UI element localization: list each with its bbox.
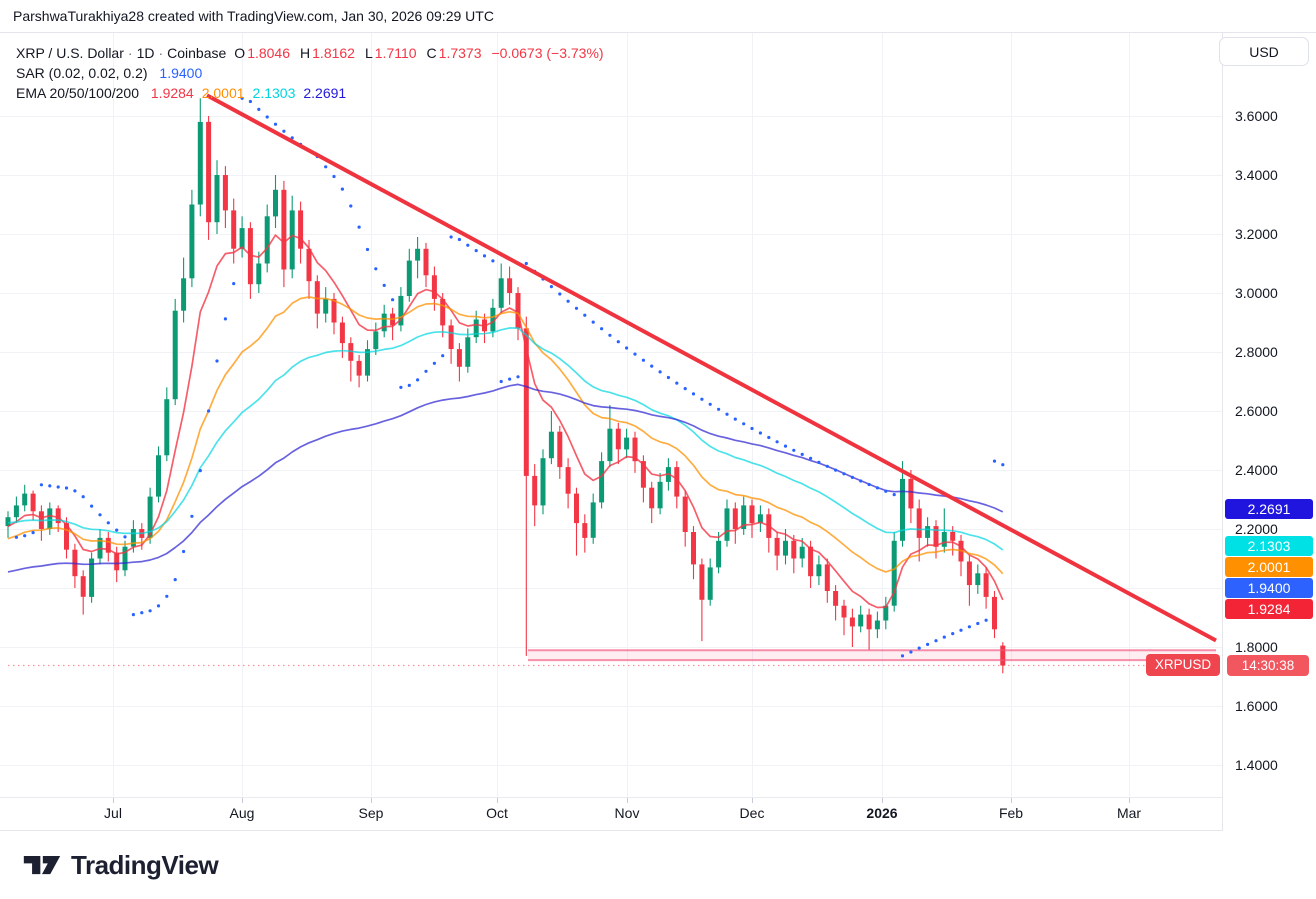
ohlc-value-O: 1.8046 — [247, 45, 291, 61]
time-tick-mark — [371, 798, 372, 803]
time-tick-label-2026: 2026 — [866, 805, 898, 821]
ema-indicator-name: EMA 20/50/100/200 — [16, 85, 139, 101]
time-tick-label-Oct: Oct — [486, 805, 508, 821]
time-tick-mark — [497, 798, 498, 803]
sar-price-label: 1.9400 — [1225, 578, 1313, 598]
legend-separator-2: · — [158, 45, 164, 61]
ema-200-price-label: 2.2691 — [1225, 499, 1313, 519]
time-tick-mark — [1129, 798, 1130, 803]
price-tick: 3.6000 — [1235, 108, 1278, 124]
ohlc-letter-C: C — [426, 45, 437, 61]
time-axis[interactable]: Jul Aug Sep Oct Nov Dec 2026 Feb Mar — [0, 797, 1222, 831]
price-chart-canvas[interactable]: XRP / U.S. Dollar · 1D · Coinbase O 1.8046 H 1.8… — [0, 33, 1222, 797]
ema-value: 2.1303 — [252, 85, 296, 101]
ema-20-line[interactable] — [7, 234, 1004, 609]
ohlc-value-C: 1.7373 — [438, 45, 482, 61]
grid-lines — [0, 33, 1222, 797]
time-tick-label-Aug: Aug — [229, 805, 255, 821]
ema-50-price-label: 2.0001 — [1225, 557, 1313, 577]
change-value: −0.0673 (−3.73%) — [491, 45, 604, 61]
time-tick-label-Nov: Nov — [614, 805, 640, 821]
sar-value: 1.9400 — [159, 65, 203, 81]
price-tick: 2.4000 — [1235, 462, 1278, 478]
ohlc-value-L: 1.7110 — [374, 45, 417, 61]
tradingview-logo[interactable]: TradingView — [23, 849, 219, 881]
price-tick: 1.4000 — [1235, 757, 1278, 773]
ohlc-values: O 1.8046 H 1.8162 L 1.7110 C 1.7373 — [226, 45, 483, 61]
price-tick: 1.8000 — [1235, 639, 1278, 655]
time-tick-label-Dec: Dec — [739, 805, 765, 821]
footer-bar: TradingView — [0, 831, 1316, 899]
symbol-title: XRP / U.S. Dollar — [16, 45, 124, 61]
price-tick: 3.4000 — [1235, 167, 1278, 183]
attribution-text: ParshwaTurakhiya28 created with TradingV… — [13, 8, 494, 24]
time-tick-label-Sep: Sep — [358, 805, 384, 821]
ema-100-line[interactable] — [7, 327, 1004, 551]
time-tick-mark — [627, 798, 628, 803]
ema-legend-row[interactable]: EMA 20/50/100/200 1.9284 2.0001 2.1303 2.26… — [16, 83, 604, 103]
price-tick: 3.2000 — [1235, 226, 1278, 242]
ema-50-line[interactable] — [7, 296, 1004, 575]
price-tick: 2.6000 — [1235, 403, 1278, 419]
symbol-price-badge: XRPUSD — [1146, 654, 1220, 676]
tradingview-logo-icon — [23, 855, 61, 874]
ema-20-price-label: 1.9284 — [1225, 599, 1313, 619]
attribution-bar: ParshwaTurakhiya28 created with TradingV… — [0, 0, 1316, 33]
ema-value: 2.0001 — [201, 85, 245, 101]
time-tick-mark — [1011, 798, 1012, 803]
sar-legend-row[interactable]: SAR (0.02, 0.02, 0.2) 1.9400 — [16, 63, 604, 83]
ema-100-price-label: 2.1303 — [1225, 536, 1313, 556]
ema-value: 2.2691 — [303, 85, 347, 101]
interval-label: 1D — [136, 45, 155, 61]
sar-indicator-name: SAR (0.02, 0.02, 0.2) — [16, 65, 148, 81]
time-tick-mark — [882, 798, 883, 803]
chart-plot[interactable] — [0, 33, 1222, 797]
price-tick: 2.8000 — [1235, 344, 1278, 360]
trendline[interactable] — [206, 93, 1217, 643]
legend-separator-1: · — [127, 45, 133, 61]
candlesticks[interactable] — [5, 98, 1006, 674]
currency-unit-button[interactable]: USD — [1219, 37, 1309, 66]
time-tick-mark — [113, 798, 114, 803]
price-tick: 3.0000 — [1235, 285, 1278, 301]
price-axis[interactable]: USD 3.6000 3.4000 3.2000 3.0000 2.8000 2.6000… — [1219, 33, 1316, 831]
ema-values: 1.9284 2.0001 2.1303 2.2691 — [143, 85, 346, 101]
time-tick-label-Feb: Feb — [998, 805, 1024, 821]
ohlc-letter-H: H — [300, 45, 311, 61]
time-tick-mark — [752, 798, 753, 803]
parabolic-sar-dots[interactable] — [14, 96, 1005, 658]
bar-countdown-badge: 14:30:38 — [1227, 655, 1309, 676]
price-tick: 1.6000 — [1235, 698, 1278, 714]
support-zone-fill[interactable] — [528, 650, 1216, 661]
time-tick-mark — [242, 798, 243, 803]
ohlc-value-H: 1.8162 — [312, 45, 355, 61]
tradingview-logo-text: TradingView — [71, 849, 219, 880]
chart-legend: XRP / U.S. Dollar · 1D · Coinbase O 1.8046 H 1.8… — [16, 43, 604, 103]
ohlc-letter-L: L — [364, 45, 373, 61]
exchange-label: Coinbase — [167, 45, 227, 61]
time-tick-label-Jul: Jul — [104, 805, 122, 821]
symbol-legend-row[interactable]: XRP / U.S. Dollar · 1D · Coinbase O 1.8046 H 1.8… — [16, 43, 604, 63]
time-tick-label-Mar: Mar — [1116, 805, 1142, 821]
price-tick: 2.2000 — [1235, 521, 1278, 537]
ohlc-letter-O: O — [234, 45, 246, 61]
ema-value: 1.9284 — [150, 85, 194, 101]
